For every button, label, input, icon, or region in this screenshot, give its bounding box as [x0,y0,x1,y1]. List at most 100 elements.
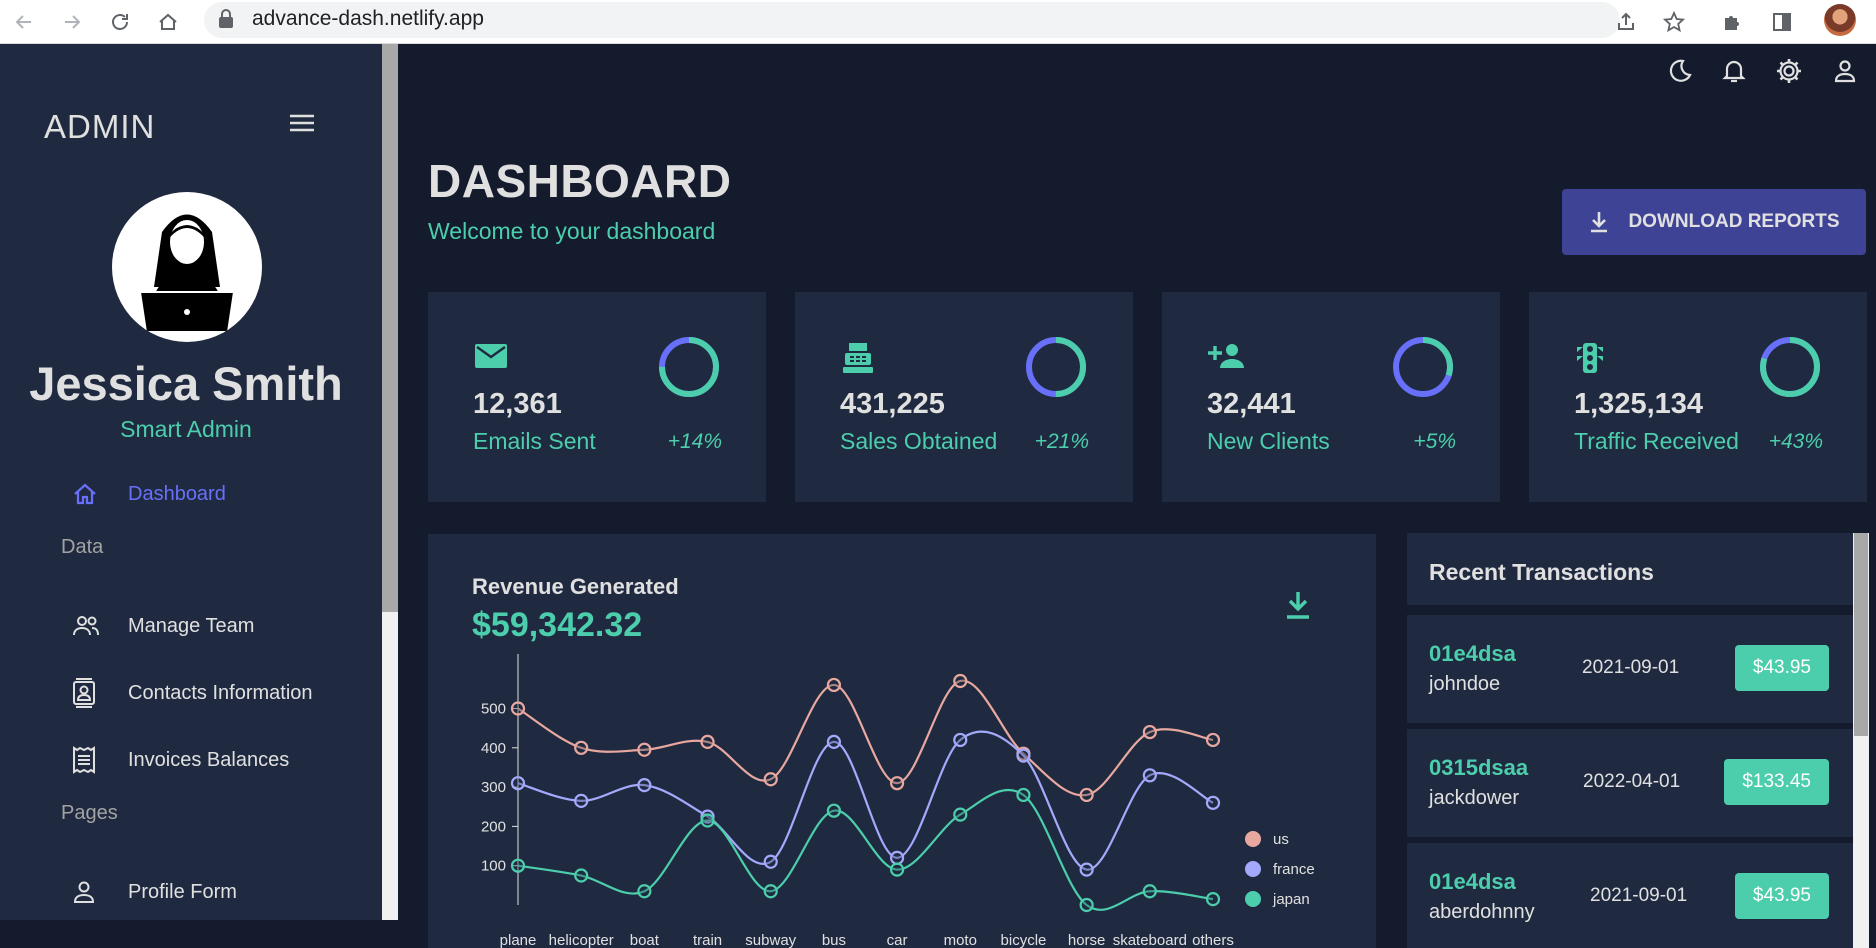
legend-swatch-france [1245,861,1261,877]
profile-avatar[interactable] [1824,4,1856,36]
stat-label: Emails Sent [473,428,596,454]
download-reports-label: DOWNLOAD REPORTS [1628,211,1840,232]
data-point-japan [953,807,968,822]
transaction-user: jackdower [1429,787,1520,809]
stat-value: 431,225 [840,388,945,420]
people-icon [60,615,112,637]
x-tick-label: others [1192,932,1234,948]
sidebar-item-label: Manage Team [128,614,255,637]
settings-icon[interactable] [1772,54,1806,88]
transaction-row[interactable]: 01e4dsa aberdohnny 2021-09-01 $43.95 [1407,843,1853,948]
page-title: DASHBOARD [428,155,732,207]
reload-icon[interactable] [104,6,136,38]
bookmark-star-icon[interactable] [1658,6,1690,38]
x-tick-label: helicopter [549,932,614,948]
account-icon[interactable] [1828,54,1862,88]
data-point-us [826,677,842,693]
download-icon[interactable] [1284,590,1312,625]
notifications-icon[interactable] [1717,54,1751,88]
extensions-icon[interactable] [1716,6,1748,38]
contacts-icon [60,678,112,708]
data-point-japan [637,884,652,899]
sidebar-item-dashboard[interactable]: Dashboard [60,472,360,516]
data-point-japan [700,813,715,828]
x-tick-label: bicycle [1001,932,1047,948]
data-point-japan [510,858,526,873]
data-point-us [700,734,715,750]
data-point-france [574,793,589,808]
sidebar-scrollbar[interactable] [382,44,398,920]
download-icon [1591,212,1608,233]
transactions-title: Recent Transactions [1429,559,1654,585]
series-line-japan [517,788,1214,911]
sidebar-section-pages: Pages [61,802,118,824]
browser-toolbar: advance-dash.netlify.app [0,0,1876,44]
data-point-france [1079,862,1094,877]
hamburger-menu-icon[interactable] [288,112,316,139]
sidebar-item-profile-form[interactable]: Profile Form [60,870,360,914]
x-tick-label: horse [1068,932,1106,948]
x-tick-label: car [887,932,908,948]
data-point-japan [574,868,589,883]
transaction-date: 2021-09-01 [1590,885,1688,906]
address-bar[interactable] [204,2,1620,38]
side-panel-icon[interactable] [1766,6,1798,38]
sidebar-item-label: Dashboard [128,482,226,505]
download-reports-button[interactable]: DOWNLOAD REPORTS [1562,189,1866,255]
progress-ring [1393,337,1453,397]
data-point-france [1142,768,1157,783]
back-icon[interactable] [8,6,40,38]
stat-value: 12,361 [473,388,562,420]
lock-icon [218,9,234,34]
user-name: Jessica Smith [29,357,343,410]
transaction-row[interactable]: 01e4dsa johndoe 2021-09-01 $43.95 [1407,615,1853,723]
series-line-france [517,730,1214,871]
home-icon[interactable] [152,6,184,38]
url-text: advance-dash.netlify.app [252,7,484,30]
revenue-line-chart: 100 200 300 400 500 plane helicopter boat train s… [481,654,1315,948]
x-tick-label: train [693,932,722,948]
revenue-amount: $59,342.32 [472,606,643,644]
data-point-us [637,742,652,757]
transaction-cost-badge: $133.45 [1724,759,1829,805]
sidebar-item-manage-team[interactable]: Manage Team [60,604,360,648]
dark-mode-icon[interactable] [1663,54,1697,88]
revenue-panel: Revenue Generated $59,342.32 100 200 300 40… [428,534,1376,948]
legend-label: france [1273,861,1315,878]
data-point-us [953,673,968,689]
sidebar: ADMIN Jessica Smith Smart Admin Dashboar… [0,44,382,920]
stat-label: Traffic Received [1574,428,1739,454]
data-point-japan [889,862,905,877]
user-role: Smart Admin [120,416,252,442]
legend-swatch-us [1245,831,1261,847]
transaction-date: 2022-04-01 [1583,771,1681,792]
revenue-title: Revenue Generated [472,574,679,599]
stat-change: +43% [1768,430,1823,453]
transaction-cost-badge: $43.95 [1734,873,1829,919]
x-tick-label: skateboard [1113,932,1187,948]
sidebar-item-contacts[interactable]: Contacts Information [60,671,360,715]
data-point-japan [1205,892,1221,907]
x-tick-label: bus [822,932,846,948]
data-point-us [510,701,526,716]
stat-change: +21% [1034,430,1089,453]
transaction-cost-badge: $43.95 [1734,645,1829,691]
page-subtitle: Welcome to your dashboard [428,218,716,244]
transaction-date: 2021-09-01 [1582,657,1680,678]
y-tick-label: 300 [481,779,506,796]
share-icon[interactable] [1610,6,1642,38]
sidebar-item-label: Profile Form [128,880,237,903]
sidebar-item-invoices[interactable]: Invoices Balances [60,738,360,782]
data-point-france [889,850,905,865]
stat-change: +5% [1413,430,1456,453]
data-point-france [763,854,778,869]
data-point-france [510,776,526,791]
transactions-scrollbar[interactable] [1853,533,1869,948]
transaction-row[interactable]: 0315dsaa jackdower 2022-04-01 $133.45 [1407,729,1853,837]
stat-value: 1,325,134 [1574,388,1704,420]
transaction-user: johndoe [1429,673,1501,695]
point-of-sale-icon [841,342,875,379]
recent-transactions-panel: Recent Transactions 01e4dsa johndoe 2021… [1407,533,1853,948]
forward-icon[interactable] [56,6,88,38]
data-point-japan [1079,897,1094,913]
